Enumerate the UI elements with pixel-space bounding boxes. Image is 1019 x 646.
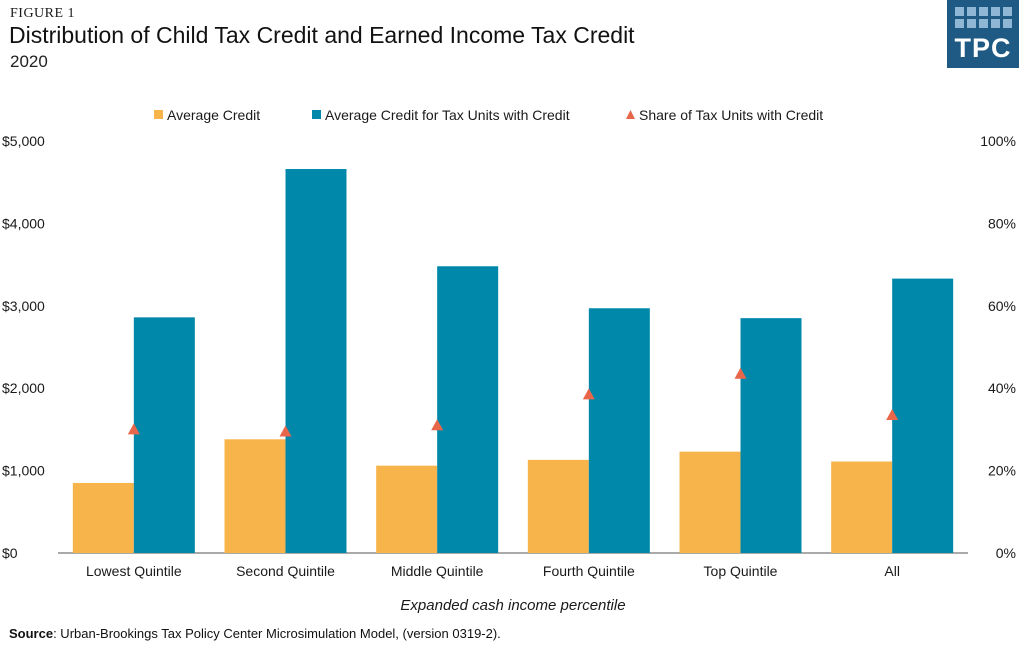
marker-share-tax-units [279, 425, 292, 437]
marker-share-tax-units [886, 408, 899, 420]
legend-average-credit-tax-units-swatch [312, 110, 321, 119]
y-right-tick-label: 40% [988, 380, 1016, 396]
logo-text: TPC [954, 33, 1012, 63]
chart-title: Distribution of Child Tax Credit and Ear… [9, 22, 635, 48]
bar-average-credit-tax-units [588, 308, 650, 553]
tpc-logo-graphic [947, 0, 1019, 68]
bar-average-credit-tax-units [285, 169, 347, 554]
marker-share-tax-units [734, 367, 747, 379]
figure-label: FIGURE 1 [10, 6, 76, 21]
y-right-tick-label: 0% [996, 545, 1016, 561]
y-right-tick-label: 80% [988, 215, 1016, 231]
bar-average-credit-tax-units [892, 278, 954, 553]
legend-share-tax-units-label: Share of Tax Units with Credit [639, 107, 823, 123]
y-left-tick-label: $5,000 [2, 133, 45, 149]
logo-square [955, 7, 964, 16]
x-tick-label: Middle Quintile [391, 563, 484, 579]
logo-square [967, 19, 976, 28]
y-left-tick-label: $4,000 [2, 215, 45, 231]
legend-share-tax-units-swatch [626, 110, 635, 119]
logo-square [967, 7, 976, 16]
x-tick-label: Second Quintile [236, 563, 335, 579]
chart-subtitle: 2020 [10, 52, 48, 71]
x-tick-label: All [884, 563, 900, 579]
bar-average-credit [527, 459, 589, 553]
bar-average-credit [679, 451, 741, 553]
legend-average-credit-swatch [154, 110, 163, 119]
x-tick-label: Top Quintile [704, 563, 778, 579]
bar-average-credit-tax-units [437, 266, 499, 553]
marker-share-tax-units [127, 423, 140, 435]
x-tick-label: Lowest Quintile [86, 563, 182, 579]
legend-average-credit-tax-units-label: Average Credit for Tax Units with Credit [325, 107, 570, 123]
logo-square [955, 19, 964, 28]
bar-average-credit [376, 465, 438, 553]
logo-square [1003, 19, 1012, 28]
bar-average-credit [224, 439, 286, 553]
tpc-logo: TPC [947, 0, 1019, 68]
y-left-tick-label: $2,000 [2, 380, 45, 396]
marker-share-tax-units [431, 419, 444, 431]
y-right-tick-label: 20% [988, 463, 1016, 479]
x-axis-label: Expanded cash income percentile [400, 597, 625, 614]
y-right-tick-label: 100% [980, 133, 1016, 149]
source-note: Source: Urban-Brookings Tax Policy Cente… [9, 626, 501, 641]
y-left-tick-label: $1,000 [2, 463, 45, 479]
y-right-tick-label: 60% [988, 298, 1016, 314]
bar-average-credit [72, 482, 134, 553]
bar-average-credit [831, 461, 893, 553]
logo-square [991, 19, 1000, 28]
bar-average-credit-tax-units [133, 317, 195, 553]
y-left-tick-label: $3,000 [2, 298, 45, 314]
chart: $0 $1,000 $2,000 $3,000 $4,000 $5,000 0% 20% 40%… [2, 107, 1016, 614]
source-label: Source [9, 626, 54, 641]
logo-square [979, 19, 988, 28]
logo-square [991, 7, 1000, 16]
y-left-tick-label: $0 [2, 545, 18, 561]
logo-square [1003, 7, 1012, 16]
bar-average-credit-tax-units [740, 318, 802, 553]
legend-average-credit-label: Average Credit [167, 107, 260, 123]
marker-share-tax-units [582, 388, 595, 400]
source-text: : Urban-Brookings Tax Policy Center Micr… [53, 626, 501, 641]
x-tick-label: Fourth Quintile [543, 563, 635, 579]
logo-square [979, 7, 988, 16]
